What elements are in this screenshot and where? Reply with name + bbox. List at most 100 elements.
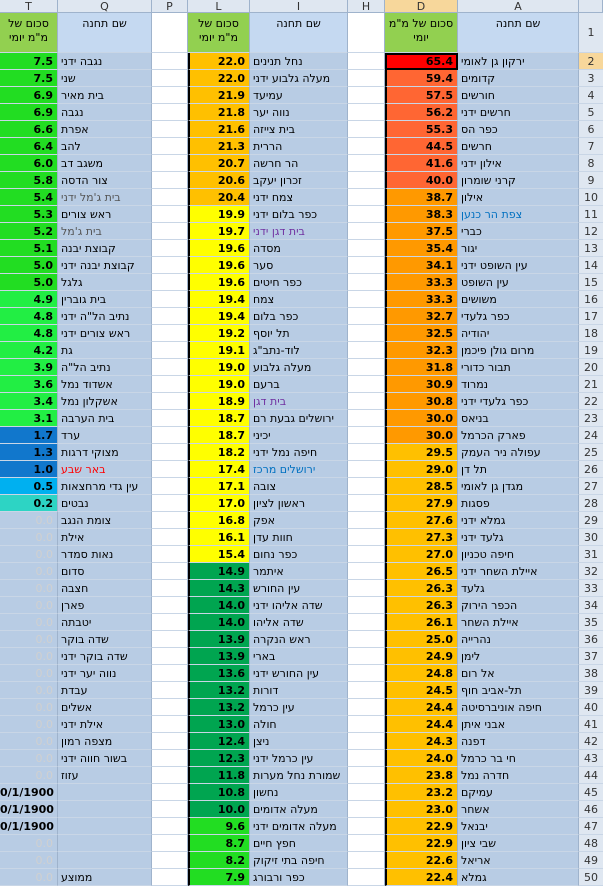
- daily-sum-cell[interactable]: 19.4: [188, 308, 250, 325]
- empty-cell[interactable]: [152, 308, 188, 325]
- daily-sum-cell[interactable]: 14.0: [188, 614, 250, 631]
- empty-cell[interactable]: [348, 495, 385, 512]
- station-name-cell[interactable]: ירקון גן לאומי: [458, 53, 579, 70]
- empty-cell[interactable]: [152, 512, 188, 529]
- empty-cell[interactable]: [348, 155, 385, 172]
- empty-cell[interactable]: [152, 801, 188, 818]
- empty-cell[interactable]: [152, 172, 188, 189]
- station-name-cell[interactable]: אילת: [58, 529, 152, 546]
- station-name-cell[interactable]: נווה יער ידני: [58, 665, 152, 682]
- daily-sum-cell[interactable]: 20.7: [188, 155, 250, 172]
- station-name-cell[interactable]: אשדוד נמל: [58, 376, 152, 393]
- daily-sum-cell[interactable]: 24.5: [385, 682, 458, 699]
- station-name-cell[interactable]: נבטים: [58, 495, 152, 512]
- station-name-cell[interactable]: נחל תנינים: [250, 53, 348, 70]
- column-header-L[interactable]: L: [188, 0, 250, 13]
- empty-cell[interactable]: [152, 223, 188, 240]
- station-name-cell[interactable]: אבני איתן: [458, 716, 579, 733]
- row-number[interactable]: 23: [579, 410, 603, 427]
- daily-sum-cell[interactable]: 29.5: [385, 444, 458, 461]
- station-name-cell[interactable]: עזוז: [58, 767, 152, 784]
- empty-cell[interactable]: [348, 546, 385, 563]
- station-name-cell[interactable]: בארי: [250, 648, 348, 665]
- station-name-cell[interactable]: עמיקם: [458, 784, 579, 801]
- empty-cell[interactable]: [348, 189, 385, 206]
- column-header-I[interactable]: I: [250, 0, 348, 13]
- daily-sum-cell[interactable]: 6.0: [0, 155, 58, 172]
- daily-sum-cell[interactable]: 22.4: [385, 869, 458, 886]
- daily-sum-cell[interactable]: 24.9: [385, 648, 458, 665]
- daily-sum-cell[interactable]: 14.0: [188, 597, 250, 614]
- station-name-cell[interactable]: שני: [58, 70, 152, 87]
- daily-sum-cell[interactable]: 31.8: [385, 359, 458, 376]
- station-name-cell[interactable]: חורשים: [458, 87, 579, 104]
- station-name-cell[interactable]: חוות עדן: [250, 529, 348, 546]
- daily-sum-cell[interactable]: 20.4: [188, 189, 250, 206]
- station-name-cell[interactable]: כפר חיטים: [250, 274, 348, 291]
- empty-cell[interactable]: [348, 648, 385, 665]
- empty-cell[interactable]: [348, 784, 385, 801]
- daily-sum-cell[interactable]: 18.9: [188, 393, 250, 410]
- station-name-cell[interactable]: אל רום: [458, 665, 579, 682]
- station-name-cell[interactable]: חולה: [250, 716, 348, 733]
- empty-cell[interactable]: [152, 750, 188, 767]
- station-name-cell[interactable]: ממוצע: [58, 869, 152, 886]
- daily-sum-cell[interactable]: 12.4: [188, 733, 250, 750]
- daily-sum-cell[interactable]: 1.7: [0, 427, 58, 444]
- row-number-1[interactable]: 1: [579, 13, 603, 53]
- station-name-cell[interactable]: חיפה טכניון: [458, 546, 579, 563]
- daily-sum-cell[interactable]: 0.0: [0, 699, 58, 716]
- station-name-cell[interactable]: גלעד ידני: [458, 529, 579, 546]
- daily-sum-cell[interactable]: 15.4: [188, 546, 250, 563]
- station-name-cell[interactable]: בניאס: [458, 410, 579, 427]
- empty-cell[interactable]: [152, 852, 188, 869]
- station-name-cell[interactable]: עין כרמל ידני: [250, 750, 348, 767]
- empty-cell[interactable]: [348, 308, 385, 325]
- station-name-cell[interactable]: כפר בלום: [250, 308, 348, 325]
- row-number[interactable]: 22: [579, 393, 603, 410]
- daily-sum-cell[interactable]: 8.2: [188, 852, 250, 869]
- daily-sum-cell[interactable]: 16.1: [188, 529, 250, 546]
- daily-sum-cell[interactable]: 9.6: [188, 818, 250, 835]
- daily-sum-cell[interactable]: 0.0: [0, 631, 58, 648]
- station-name-cell[interactable]: קדומים: [458, 70, 579, 87]
- row-number[interactable]: 47: [579, 818, 603, 835]
- row-number[interactable]: 25: [579, 444, 603, 461]
- daily-sum-cell[interactable]: 4.8: [0, 308, 58, 325]
- station-name-cell[interactable]: חרשים ידני: [458, 104, 579, 121]
- empty-cell[interactable]: [152, 342, 188, 359]
- station-name-cell[interactable]: ברעם: [250, 376, 348, 393]
- empty-cell[interactable]: [152, 138, 188, 155]
- station-name-header[interactable]: שם תחנה: [250, 13, 348, 53]
- station-name-cell[interactable]: חרשים: [458, 138, 579, 155]
- empty-cell[interactable]: [348, 733, 385, 750]
- station-name-cell[interactable]: שבי ציון: [458, 835, 579, 852]
- station-name-cell[interactable]: נהרייה: [458, 631, 579, 648]
- daily-sum-cell[interactable]: 0.0: [0, 682, 58, 699]
- daily-sum-cell[interactable]: 0.0: [0, 767, 58, 784]
- daily-sum-cell[interactable]: 14.3: [188, 580, 250, 597]
- empty-cell[interactable]: [348, 869, 385, 886]
- empty-cell[interactable]: [152, 121, 188, 138]
- daily-sum-cell[interactable]: 35.4: [385, 240, 458, 257]
- daily-sum-cell[interactable]: 0.0: [0, 546, 58, 563]
- row-number[interactable]: 34: [579, 597, 603, 614]
- station-name-cell[interactable]: שמורת נחל מערות: [250, 767, 348, 784]
- empty-cell[interactable]: [152, 648, 188, 665]
- station-name-cell[interactable]: פסגות: [458, 495, 579, 512]
- empty-cell[interactable]: [152, 274, 188, 291]
- station-name-cell[interactable]: נגבה: [58, 104, 152, 121]
- row-number[interactable]: 48: [579, 835, 603, 852]
- empty-cell[interactable]: [152, 53, 188, 70]
- empty-cell[interactable]: [348, 342, 385, 359]
- daily-sum-cell[interactable]: 57.5: [385, 87, 458, 104]
- station-name-cell[interactable]: סדום: [58, 563, 152, 580]
- station-name-cell[interactable]: חפץ חיים: [250, 835, 348, 852]
- empty-cell[interactable]: [152, 495, 188, 512]
- row-number[interactable]: 43: [579, 750, 603, 767]
- daily-sum-cell[interactable]: 7.5: [0, 53, 58, 70]
- station-name-cell[interactable]: יהודיה: [458, 325, 579, 342]
- daily-sum-cell[interactable]: 33.3: [385, 291, 458, 308]
- station-name-cell[interactable]: תל יוסף: [250, 325, 348, 342]
- row-number[interactable]: 4: [579, 87, 603, 104]
